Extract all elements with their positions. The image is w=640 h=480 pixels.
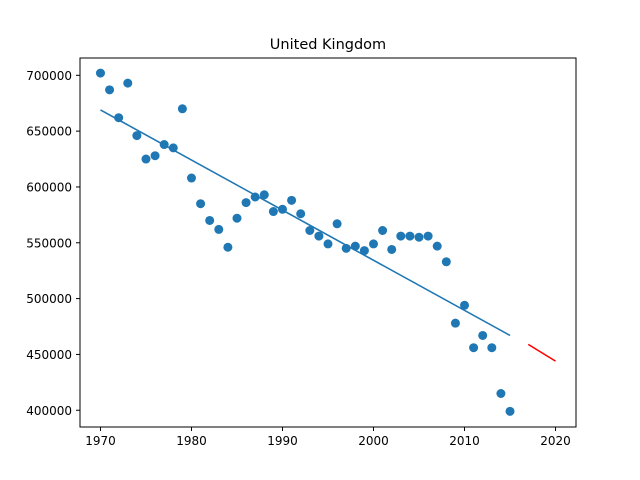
- data-point: [287, 195, 297, 205]
- data-point: [487, 343, 497, 353]
- data-point: [177, 104, 187, 114]
- data-point: [241, 198, 251, 208]
- data-point: [205, 215, 215, 225]
- x-tick-label: 1980: [176, 434, 207, 448]
- data-point: [378, 225, 388, 235]
- chart-title: United Kingdom: [270, 37, 386, 53]
- data-point: [141, 154, 151, 164]
- x-tick-label: 2010: [449, 434, 480, 448]
- y-tick-label: 650000: [26, 125, 72, 139]
- data-point: [150, 151, 160, 161]
- x-tick-label: 1990: [267, 434, 298, 448]
- data-point: [359, 246, 369, 256]
- data-point: [387, 244, 397, 254]
- y-tick-label: 450000: [26, 348, 72, 362]
- data-point: [441, 257, 451, 267]
- data-point: [396, 231, 406, 241]
- x-tick-label: 2000: [358, 434, 389, 448]
- data-point: [105, 85, 115, 95]
- data-point: [496, 389, 506, 399]
- y-tick-label: 500000: [26, 292, 72, 306]
- data-point: [259, 190, 269, 200]
- y-tick-label: 400000: [26, 404, 72, 418]
- data-point: [223, 242, 233, 252]
- x-tick-label: 2020: [540, 434, 571, 448]
- data-point: [414, 232, 424, 242]
- data-point: [323, 239, 333, 249]
- trend-line: [100, 109, 511, 337]
- data-point: [214, 224, 224, 234]
- data-point: [186, 173, 196, 183]
- data-point: [305, 225, 315, 235]
- data-point: [314, 231, 324, 241]
- data-point: [95, 68, 105, 78]
- data-point: [123, 78, 133, 88]
- data-point: [423, 231, 433, 241]
- data-point: [332, 219, 342, 229]
- data-point: [405, 231, 415, 241]
- data-point: [168, 143, 178, 153]
- forecast-line: [527, 343, 556, 362]
- data-point: [132, 131, 142, 141]
- data-point: [469, 343, 479, 353]
- data-point: [268, 207, 278, 217]
- x-axis: 1970 1980 1990 2000 2010 2020: [85, 427, 571, 448]
- data-point: [450, 318, 460, 328]
- data-point: [114, 113, 124, 123]
- data-point: [460, 300, 470, 310]
- data-point: [432, 241, 442, 251]
- y-tick-label: 600000: [26, 180, 72, 194]
- data-point: [296, 209, 306, 219]
- data-point: [232, 213, 242, 223]
- y-tick-label: 700000: [26, 69, 72, 83]
- x-tick-label: 1970: [85, 434, 116, 448]
- data-point: [505, 406, 515, 416]
- data-point: [478, 330, 488, 340]
- data-point: [369, 239, 379, 249]
- y-axis: 400000 450000 500000 550000 600000 650000 7000…: [26, 69, 80, 418]
- plot-area: [95, 68, 556, 416]
- data-point: [196, 199, 206, 209]
- y-tick-label: 550000: [26, 236, 72, 250]
